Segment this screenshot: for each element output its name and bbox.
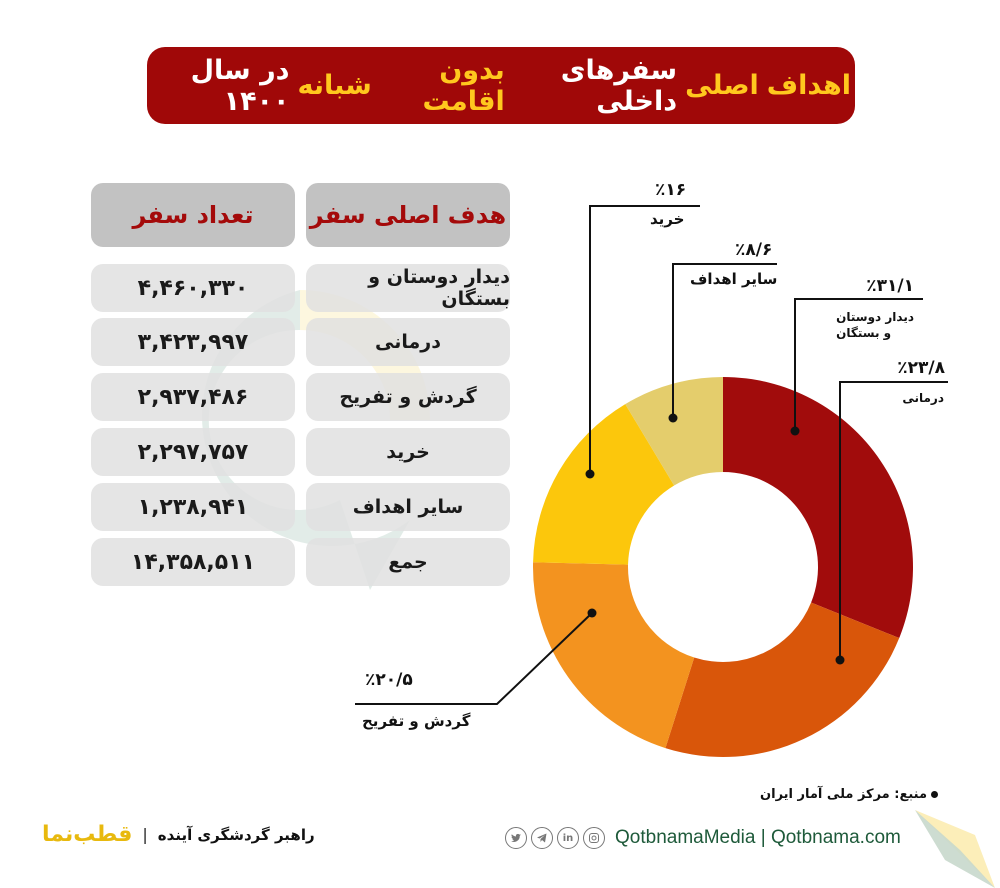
donut-slice	[533, 562, 695, 749]
brand-logo: قطب‌نما	[42, 822, 133, 847]
website-links[interactable]: QotbnamaMedia | Qotbnama.com	[615, 827, 901, 848]
title-part: اهداف	[766, 70, 851, 101]
corner-decoration	[915, 810, 995, 888]
twitter-icon[interactable]	[505, 827, 527, 849]
brand-tagline: راهبر گردشگری آینده	[157, 825, 315, 844]
label-shopping-pct: ٪۱۶	[655, 180, 687, 200]
label-other-pct: ٪۸/۶	[735, 240, 773, 260]
title-part: سفرهای داخلی	[560, 54, 678, 117]
title-part: بدون اقامت	[422, 54, 505, 117]
table-row-goal: سایر اهداف	[306, 483, 510, 531]
table-row-count: ۲,۹۳۷,۴۸۶	[91, 373, 295, 421]
table-row-total-goal: جمع	[306, 538, 510, 586]
bullet-icon	[931, 791, 938, 798]
table-row-goal: گردش و تفریح	[306, 373, 510, 421]
label-leisure-cat: گردش و تفریح	[362, 712, 471, 730]
label-shopping-cat: خرید	[650, 210, 685, 228]
table-row-count: ۴,۴۶۰,۳۳۰	[91, 264, 295, 312]
donut-slice	[533, 404, 675, 565]
table-row-total-count: ۱۴,۳۵۸,۵۱۱	[91, 538, 295, 586]
table-row-goal: خرید	[306, 428, 510, 476]
title-part: در سال ۱۴۰۰	[190, 54, 290, 117]
donut-slice	[723, 377, 913, 639]
brand-separator: |	[142, 825, 148, 844]
label-other-cat: سایر اهداف	[690, 270, 778, 288]
label-medical-cat: درمانی	[902, 391, 944, 405]
source-text: منبع: مرکز ملی آمار ایران	[760, 787, 927, 802]
page-title: اهداف اصلی سفرهای داخلی بدون اقامت شبانه…	[147, 47, 855, 124]
table-row-goal: دیدار دوستان و بستگان	[306, 264, 510, 312]
label-medical-pct: ٪۲۳/۸	[897, 358, 945, 378]
brand-footer: قطب‌نما | راهبر گردشگری آینده	[42, 822, 315, 847]
header-count: تعداد سفر	[91, 183, 295, 247]
table-row-count: ۱,۲۳۸,۹۴۱	[91, 483, 295, 531]
instagram-icon[interactable]	[583, 827, 605, 849]
table-row-count: ۲,۲۹۷,۷۵۷	[91, 428, 295, 476]
linkedin-icon[interactable]: in	[557, 827, 579, 849]
label-leisure-pct: ٪۲۰/۵	[365, 670, 413, 690]
title-part: شبانه	[297, 70, 372, 101]
telegram-icon[interactable]	[531, 827, 553, 849]
leader-lines	[355, 205, 948, 705]
label-line: دیدار دوستان	[836, 310, 914, 324]
label-friends-pct: ٪۳۱/۱	[866, 276, 914, 296]
donut-slice	[665, 602, 900, 757]
donut-slice	[625, 377, 723, 486]
table-row-goal: درمانی	[306, 318, 510, 366]
label-line: و بستگان	[836, 326, 892, 340]
title-part: اصلی	[685, 70, 759, 101]
source-note: منبع: مرکز ملی آمار ایران	[760, 787, 938, 802]
header-goal: هدف اصلی سفر	[306, 183, 510, 247]
table-row-count: ۳,۴۲۳,۹۹۷	[91, 318, 295, 366]
social-footer: in QotbnamaMedia | Qotbnama.com	[505, 827, 901, 849]
label-friends-cat: دیدار دوستان و بستگان	[836, 309, 914, 341]
